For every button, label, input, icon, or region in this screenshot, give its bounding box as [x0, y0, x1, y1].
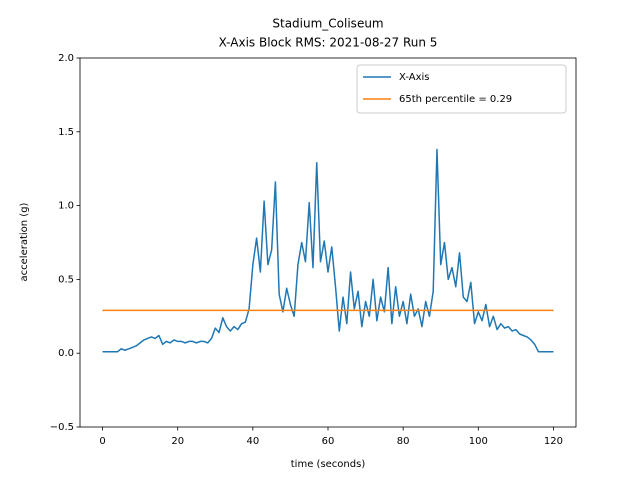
legend-label: X-Axis [399, 72, 430, 83]
y-tick-label: 1.0 [58, 201, 74, 212]
y-tick-label: 1.5 [58, 127, 74, 138]
x-axis-label: time (seconds) [291, 459, 366, 470]
plot-frame [79, 57, 577, 428]
chart-subtitle: X-Axis Block RMS: 2021-08-27 Run 5 [219, 36, 438, 50]
y-tick-label: 0.0 [58, 348, 74, 359]
x-tick-label: 60 [322, 436, 335, 447]
y-tick-label: 2.0 [58, 53, 74, 64]
legend: X-Axis 65th percentile = 0.29 [356, 64, 567, 114]
chart-title: Stadium_Coliseum [272, 17, 383, 31]
y-tick-label: 0.5 [58, 274, 74, 285]
x-tick-label: 20 [171, 436, 184, 447]
x-tick-label: 0 [99, 436, 105, 447]
x-tick-label: 40 [246, 436, 259, 447]
y-axis-label: acceleration (g) [19, 202, 30, 281]
data-line [102, 148, 554, 353]
y-tick-label: −0.5 [50, 422, 74, 433]
legend-label: 65th percentile = 0.29 [399, 94, 512, 105]
x-tick-label: 80 [397, 436, 410, 447]
x-tick-label: 100 [469, 436, 488, 447]
x-tick-label: 120 [544, 436, 563, 447]
legend-box [356, 64, 567, 114]
